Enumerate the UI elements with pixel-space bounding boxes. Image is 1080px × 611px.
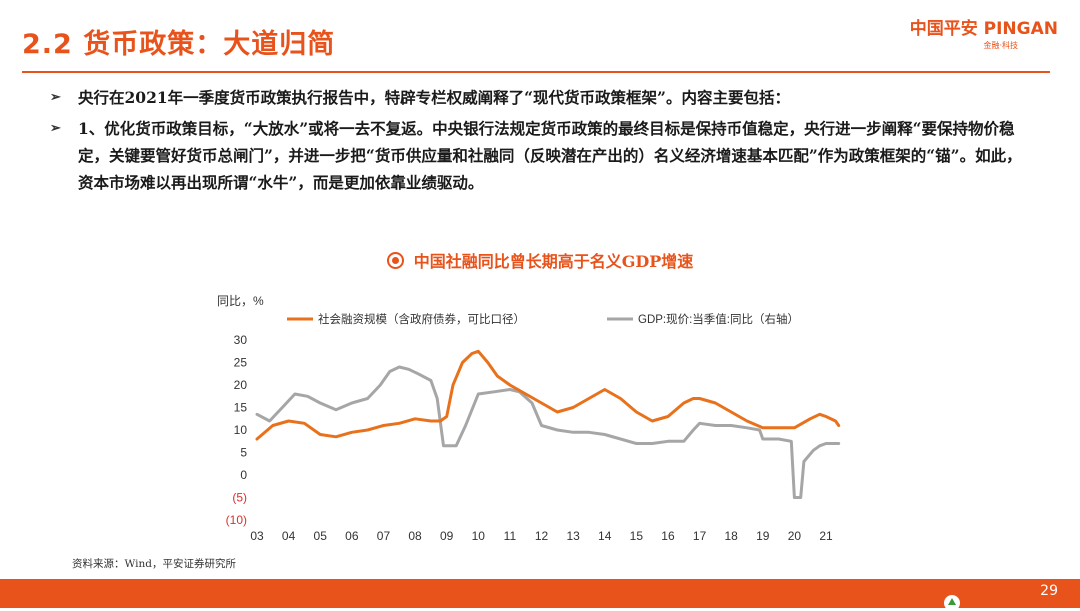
- bullet-list: ➢ 央行在2021年一季度货币政策执行报告中，特辟专栏权威阐释了“现代货币政策框…: [50, 84, 1035, 200]
- y-tick-label: 10: [234, 423, 248, 437]
- legend-label: 社会融资规模（含政府债券，可比口径）: [318, 312, 525, 326]
- x-tick-label: 12: [535, 529, 549, 543]
- arrow-bullet-icon: ➢: [50, 121, 61, 136]
- x-tick-label: 10: [472, 529, 486, 543]
- y-tick-label: (5): [232, 491, 247, 505]
- x-tick-label: 16: [661, 529, 675, 543]
- x-tick-label: 09: [440, 529, 454, 543]
- y-tick-label: 30: [234, 333, 248, 347]
- footer-bar: 29: [0, 579, 1080, 611]
- source-note: 资料来源：Wind，平安证券研究所: [72, 558, 236, 570]
- y-tick-label: 15: [234, 401, 248, 415]
- chart-title: 中国社融同比曾长期高于名义GDP增速: [413, 252, 694, 271]
- bullet-text: 1、优化货币政策目标，“大放水”或将一去不复返。中央银行法规定货币政策的最终目标…: [78, 119, 1022, 192]
- bullet-text: 央行在2021年一季度货币政策执行报告中，特辟专栏权威阐释了“现代货币政策框架”…: [78, 88, 790, 107]
- x-tick-label: 15: [630, 529, 644, 543]
- y-tick-label: 0: [240, 468, 247, 482]
- series-line-tsf: [255, 349, 841, 441]
- x-tick-label: 17: [693, 529, 707, 543]
- x-tick-label: 18: [725, 529, 739, 543]
- legend-label: GDP:现价:当季值:同比（右轴）: [638, 312, 799, 326]
- y-tick-label: (10): [226, 513, 247, 527]
- series-line-gdp: [255, 365, 841, 499]
- y-axis-label: 同比，%: [217, 294, 264, 308]
- slide-title: 2.2 货币政策：大道归简: [22, 29, 336, 60]
- pingan-mark-icon: [944, 595, 960, 611]
- x-tick-label: 05: [314, 529, 328, 543]
- y-tick-label: 20: [234, 378, 248, 392]
- x-tick-label: 14: [598, 529, 612, 543]
- x-tick-label: 20: [788, 529, 802, 543]
- x-tick-label: 04: [282, 529, 296, 543]
- pingan-logo: 中国平安 PINGAN 金融·科技: [910, 14, 1058, 51]
- x-tick-label: 19: [756, 529, 770, 543]
- line-chart: 同比，% 社会融资规模（含政府债券，可比口径） GDP:现价:当季值:同比（右轴） 3…: [217, 294, 841, 543]
- x-tick-label: 21: [819, 529, 833, 543]
- title-divider: [22, 71, 1050, 73]
- bullseye-icon: [386, 252, 404, 269]
- x-tick-label: 03: [250, 529, 264, 543]
- page-number: 29: [1040, 583, 1058, 599]
- x-tick-label: 07: [377, 529, 391, 543]
- chart-title-line: 中国社融同比曾长期高于名义GDP增速: [0, 248, 1080, 272]
- x-tick-label: 11: [504, 529, 517, 543]
- x-tick-label: 06: [345, 529, 359, 543]
- logo-text: 中国平安 PINGAN: [909, 19, 1058, 39]
- logo-subtext: 金融·科技: [983, 41, 1018, 50]
- arrow-bullet-icon: ➢: [50, 90, 61, 105]
- bullet-item: ➢ 央行在2021年一季度货币政策执行报告中，特辟专栏权威阐释了“现代货币政策框…: [50, 84, 1035, 111]
- x-tick-label: 08: [408, 529, 422, 543]
- x-tick-label: 13: [566, 529, 580, 543]
- y-tick-label: 25: [234, 356, 248, 370]
- bullet-item: ➢ 1、优化货币政策目标，“大放水”或将一去不复返。中央银行法规定货币政策的最终…: [50, 115, 1035, 196]
- y-tick-label: 5: [240, 446, 247, 460]
